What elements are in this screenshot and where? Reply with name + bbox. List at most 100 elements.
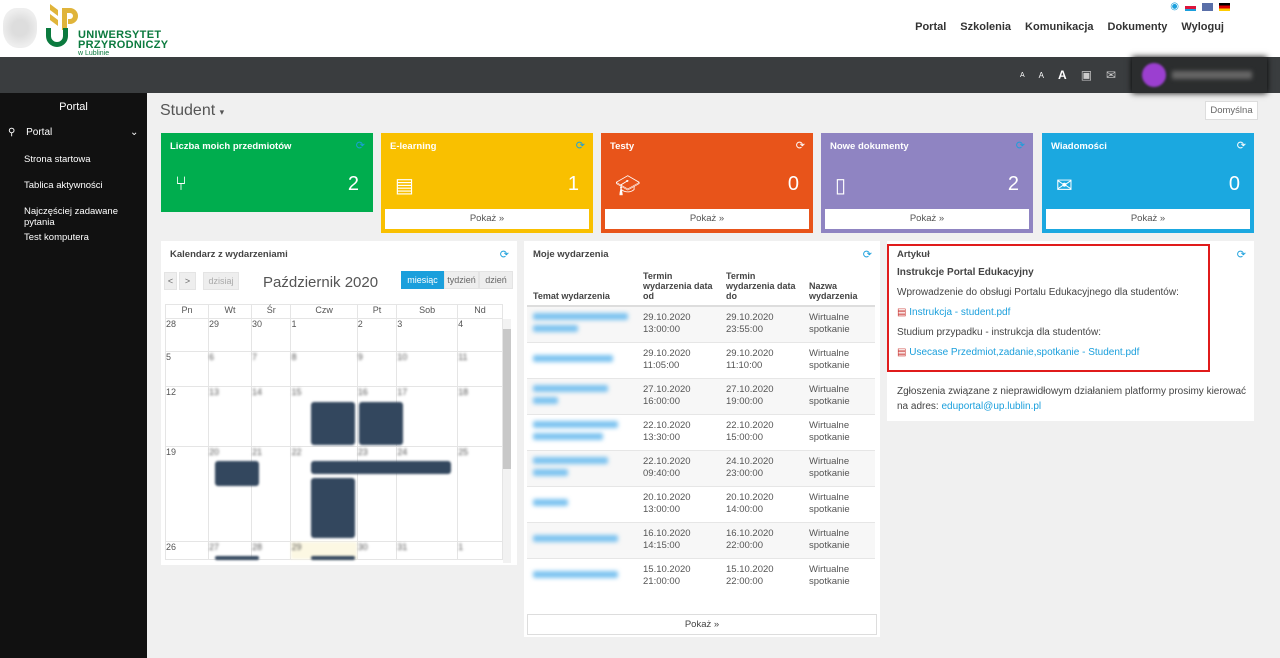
user-menu[interactable] [1132, 57, 1267, 93]
show-elearning-button[interactable]: Pokaż » [385, 209, 589, 229]
link-text[interactable]: Instrukcja - student.pdf [909, 307, 1011, 318]
calendar-day[interactable]: 8 [290, 351, 358, 387]
refresh-icon[interactable]: ⟳ [355, 140, 365, 152]
flag-en-icon[interactable] [1202, 2, 1213, 11]
event-from: 22.10.2020 09:40:00 [637, 449, 720, 486]
event-to: 27.10.2020 19:00:00 [720, 377, 803, 414]
calendar-day[interactable]: 17 [396, 386, 459, 447]
calendar-event[interactable] [359, 402, 403, 445]
calendar-day[interactable]: 25 [457, 446, 503, 542]
calendar-day[interactable]: 1 [290, 318, 358, 352]
calendar-event[interactable] [215, 556, 259, 560]
sidebar-item-test-komputera[interactable]: Test komputera [24, 232, 89, 243]
tile-subjects[interactable]: Liczba moich przedmiotów ⟳ ⑂ 2 [161, 133, 373, 212]
event-topic-link-blurred[interactable] [527, 557, 637, 594]
show-tests-button[interactable]: Pokaż » [605, 209, 809, 229]
font-medium-button[interactable]: A [1038, 70, 1045, 80]
support-email-link[interactable]: eduportal@up.lublin.pl [941, 401, 1042, 412]
calendar-day[interactable]: 14 [251, 386, 292, 447]
event-to: 16.10.2020 22:00:00 [720, 521, 803, 558]
show-messages-button[interactable]: Pokaż » [1046, 209, 1250, 229]
calendar-day[interactable]: 28 [251, 541, 292, 560]
next-month-button[interactable]: > [179, 272, 196, 290]
sidebar-section-portal[interactable]: ⚲ Portal ⌄ [8, 127, 138, 138]
font-small-button[interactable]: A [1020, 71, 1025, 79]
article-label: Artykuł [897, 249, 930, 260]
calendar-day[interactable]: 2 [356, 318, 398, 352]
event-topic-link-blurred[interactable] [527, 521, 637, 558]
calendar-event[interactable] [311, 461, 451, 474]
calendar-day[interactable]: 28 [164, 318, 210, 352]
flag-pl-icon[interactable] [1185, 2, 1196, 11]
mail-icon[interactable]: ✉ [1106, 68, 1117, 82]
calendar-event[interactable] [311, 478, 355, 538]
accessibility-eye-icon[interactable]: ◉ [1170, 1, 1179, 12]
nav-komunikacja[interactable]: Komunikacja [1025, 21, 1094, 33]
today-button[interactable]: dzisiaj [203, 272, 239, 290]
show-events-button[interactable]: Pokaż » [527, 614, 877, 635]
calendar-day[interactable]: 30 [251, 318, 292, 352]
prev-month-button[interactable]: < [164, 272, 177, 290]
event-topic-link-blurred[interactable] [527, 341, 637, 378]
calendar-day[interactable]: 19 [164, 446, 210, 542]
weekday-header: Śr [251, 304, 292, 319]
calendar-event[interactable] [311, 556, 355, 560]
calendar-day[interactable]: 29 [208, 318, 253, 352]
calendar-day[interactable]: 30 [356, 541, 398, 560]
flag-de-icon[interactable] [1219, 2, 1230, 11]
calendar-day[interactable]: 26 [164, 541, 210, 560]
layout-default-button[interactable]: Domyślna [1205, 101, 1258, 120]
calendar-day[interactable]: 12 [164, 386, 210, 447]
refresh-icon[interactable]: ⟳ [499, 249, 509, 261]
university-logo[interactable] [44, 2, 84, 50]
calendar-day[interactable]: 1 [457, 541, 503, 560]
calendar-day[interactable]: 29 [290, 541, 358, 560]
calendar-scrollbar[interactable] [503, 319, 511, 563]
refresh-icon[interactable]: ⟳ [1236, 140, 1246, 152]
sidebar-item-faq[interactable]: Najczęściej zadawane pytania [24, 206, 118, 228]
view-month-button[interactable]: miesiąc [401, 271, 444, 289]
calendar-day[interactable]: 4 [457, 318, 503, 352]
event-topic-link-blurred[interactable] [527, 377, 637, 414]
font-large-button[interactable]: A [1058, 68, 1067, 82]
refresh-icon[interactable]: ⟳ [575, 140, 585, 152]
calendar-day[interactable]: 7 [251, 351, 292, 387]
dashboard-selector[interactable]: Student ▾ [160, 102, 224, 120]
nav-portal[interactable]: Portal [915, 21, 947, 33]
calendar-event[interactable] [215, 461, 259, 486]
pdf-link-instrukcja[interactable]: ▤ Instrukcja - student.pdf [897, 307, 1010, 318]
refresh-icon[interactable]: ⟳ [862, 249, 872, 261]
link-text[interactable]: Usecase Przedmiot,zadanie,spotkanie - St… [909, 347, 1140, 358]
event-topic-link-blurred[interactable] [527, 449, 637, 486]
sidebar-item-tablica-aktywnosci[interactable]: Tablica aktywności [24, 180, 103, 191]
calendar-day[interactable]: 13 [208, 386, 253, 447]
calendar-day[interactable]: 18 [457, 386, 503, 447]
nav-dokumenty[interactable]: Dokumenty [1107, 21, 1168, 33]
calendar-event[interactable] [311, 402, 355, 445]
calendar-day[interactable]: 6 [208, 351, 253, 387]
nav-szkolenia[interactable]: Szkolenia [960, 21, 1012, 33]
calendar-day[interactable]: 3 [396, 318, 459, 352]
calendar-day[interactable]: 9 [356, 351, 398, 387]
view-day-button[interactable]: dzień [479, 271, 513, 289]
calendar-day[interactable]: 31 [396, 541, 459, 560]
event-name: Wirtualne spotkanie [803, 377, 875, 414]
pdf-link-usecase[interactable]: ▤ Usecase Przedmiot,zadanie,spotkanie - … [897, 347, 1139, 358]
calendar-add-icon[interactable]: ▣ [1080, 68, 1093, 82]
tile-tests: Testy ⟳ 🎓︎ 0 Pokaż » [601, 133, 813, 233]
calendar-day[interactable]: 10 [396, 351, 459, 387]
event-topic-link-blurred[interactable] [527, 485, 637, 522]
calendar-day[interactable]: 5 [164, 351, 210, 387]
sidebar: Portal ⚲ Portal ⌄ Strona startowa Tablica… [0, 93, 147, 658]
refresh-icon[interactable]: ⟳ [795, 140, 805, 152]
table-row: 16.10.2020 14:15:00 16.10.2020 22:00:00 Wi… [527, 521, 875, 558]
event-topic-link-blurred[interactable] [527, 305, 637, 342]
show-documents-button[interactable]: Pokaż » [825, 209, 1029, 229]
view-week-button[interactable]: tydzień [444, 271, 479, 289]
refresh-icon[interactable]: ⟳ [1236, 249, 1246, 261]
nav-wyloguj[interactable]: Wyloguj [1181, 21, 1224, 33]
event-topic-link-blurred[interactable] [527, 413, 637, 450]
calendar-day[interactable]: 11 [457, 351, 503, 387]
refresh-icon[interactable]: ⟳ [1015, 140, 1025, 152]
sidebar-item-strona-startowa[interactable]: Strona startowa [24, 154, 91, 165]
